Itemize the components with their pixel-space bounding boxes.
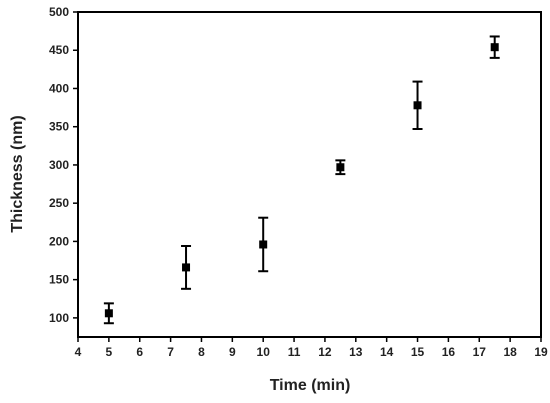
data-point — [103, 302, 114, 325]
y-tick-label: 300 — [49, 158, 69, 172]
x-tick-label: 19 — [534, 345, 548, 359]
y-axis-ticks: 100 150 200 250 300 350 400 450 500 — [49, 5, 78, 325]
square-marker — [413, 101, 422, 110]
square-marker — [259, 240, 268, 249]
x-tick-label: 15 — [411, 345, 425, 359]
plot-frame — [77, 11, 542, 338]
data-point — [412, 80, 423, 130]
y-tick-label: 150 — [49, 273, 69, 287]
x-tick-label: 13 — [349, 345, 363, 359]
data-point — [335, 159, 346, 176]
y-tick-label: 200 — [49, 234, 69, 248]
x-tick-label: 4 — [75, 345, 82, 359]
x-tick-label: 17 — [473, 345, 487, 359]
x-axis-title: Time (min) — [270, 377, 351, 394]
square-marker — [336, 163, 345, 172]
x-tick-label: 12 — [318, 345, 332, 359]
x-tick-label: 5 — [106, 345, 113, 359]
y-tick-label: 250 — [49, 196, 69, 210]
y-tick-label: 500 — [49, 5, 69, 19]
x-tick-label: 18 — [503, 345, 517, 359]
data-point — [181, 245, 192, 290]
y-tick-label: 450 — [49, 43, 69, 57]
x-tick-label: 14 — [380, 345, 394, 359]
x-tick-label: 7 — [167, 345, 174, 359]
x-tick-label: 9 — [229, 345, 236, 359]
x-tick-label: 10 — [257, 345, 271, 359]
data-points — [103, 35, 500, 325]
x-tick-label: 11 — [288, 345, 301, 359]
square-marker — [490, 43, 499, 52]
data-point — [489, 35, 500, 59]
x-tick-label: 6 — [136, 345, 143, 359]
square-marker — [104, 309, 113, 318]
x-tick-label: 8 — [198, 345, 205, 359]
y-tick-label: 350 — [49, 120, 69, 134]
y-axis-title: Thickness (nm) — [9, 115, 26, 232]
x-tick-label: 16 — [442, 345, 456, 359]
y-tick-label: 100 — [49, 311, 69, 325]
data-point — [258, 216, 269, 273]
square-marker — [182, 263, 191, 272]
y-tick-label: 400 — [49, 81, 69, 95]
x-axis-ticks: 4 5 6 7 8 9 10 11 12 13 14 15 16 17 18 19 — [75, 337, 548, 359]
